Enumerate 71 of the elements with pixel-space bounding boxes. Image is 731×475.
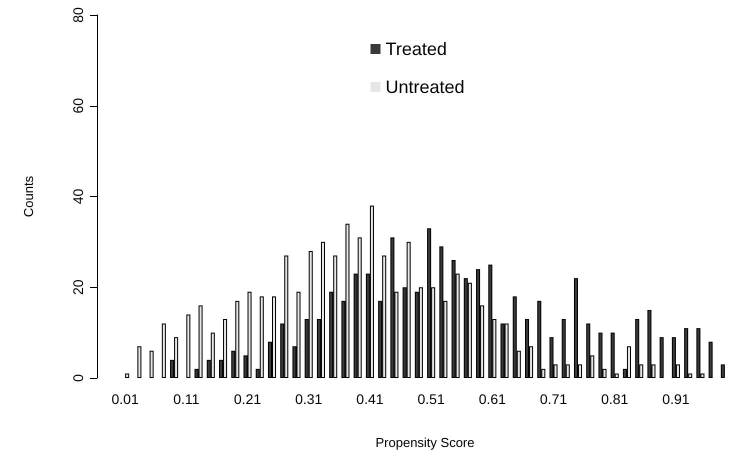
bar [406, 242, 411, 378]
bar [500, 324, 505, 378]
x-tick-label: 0.91 [662, 391, 690, 407]
y-tick-label: 60 [70, 98, 86, 114]
bar [162, 324, 166, 378]
bar [504, 324, 509, 378]
bar [210, 332, 215, 378]
bar [610, 332, 615, 378]
bar [186, 314, 190, 378]
x-axis-title: Propensity Score [376, 435, 474, 450]
bar [574, 278, 578, 378]
bar [308, 250, 313, 378]
bar [476, 269, 480, 378]
bar [562, 319, 566, 378]
y-tick-label: 40 [70, 188, 86, 204]
bar [488, 264, 492, 378]
bar [439, 246, 444, 378]
y-tick-label: 0 [70, 374, 86, 382]
bar [345, 224, 350, 378]
bar [525, 319, 530, 378]
x-tick-label: 0.21 [234, 391, 262, 407]
bar [235, 300, 240, 378]
bar [198, 305, 203, 378]
bar [464, 278, 468, 378]
bar [418, 287, 423, 378]
bar [358, 237, 362, 378]
x-tick-label: 0.01 [111, 391, 139, 407]
bar [320, 242, 325, 378]
y-axis-title: Counts [21, 175, 36, 218]
bar [390, 237, 394, 378]
bar [150, 350, 154, 378]
bar [125, 373, 130, 378]
bar [635, 319, 640, 378]
bar [586, 324, 590, 378]
x-tick-label: 0.71 [540, 391, 568, 407]
bar [452, 260, 456, 378]
bar [696, 328, 700, 378]
bar [660, 337, 664, 378]
x-tick-label: 0.41 [356, 391, 384, 407]
bar [626, 346, 631, 378]
bar [672, 337, 676, 378]
bar [174, 337, 178, 378]
bar [708, 342, 713, 378]
x-tick-label: 0.31 [295, 391, 323, 407]
bar [684, 328, 688, 378]
bar [137, 346, 142, 378]
bar [512, 296, 517, 378]
legend-label: Untreated [386, 77, 465, 97]
bar [284, 255, 288, 378]
bar [382, 255, 386, 378]
bar [537, 300, 542, 378]
bar [427, 228, 432, 378]
x-tick-label: 0.51 [417, 391, 445, 407]
bar [598, 332, 602, 378]
legend-label: Treated [386, 39, 447, 59]
bar [549, 337, 554, 378]
x-tick-label: 0.61 [478, 391, 506, 407]
y-tick-label: 20 [70, 279, 86, 296]
bar [333, 255, 338, 378]
bar [720, 364, 725, 378]
x-tick-label: 0.11 [173, 391, 200, 407]
bar [296, 292, 301, 378]
bar [223, 319, 228, 378]
x-tick-label: 0.81 [601, 391, 629, 407]
bar [272, 296, 276, 378]
bar [248, 292, 252, 378]
bar [370, 206, 374, 378]
bar [414, 292, 419, 378]
bar [260, 296, 264, 378]
bar [647, 310, 652, 378]
y-tick-label: 80 [70, 7, 86, 23]
